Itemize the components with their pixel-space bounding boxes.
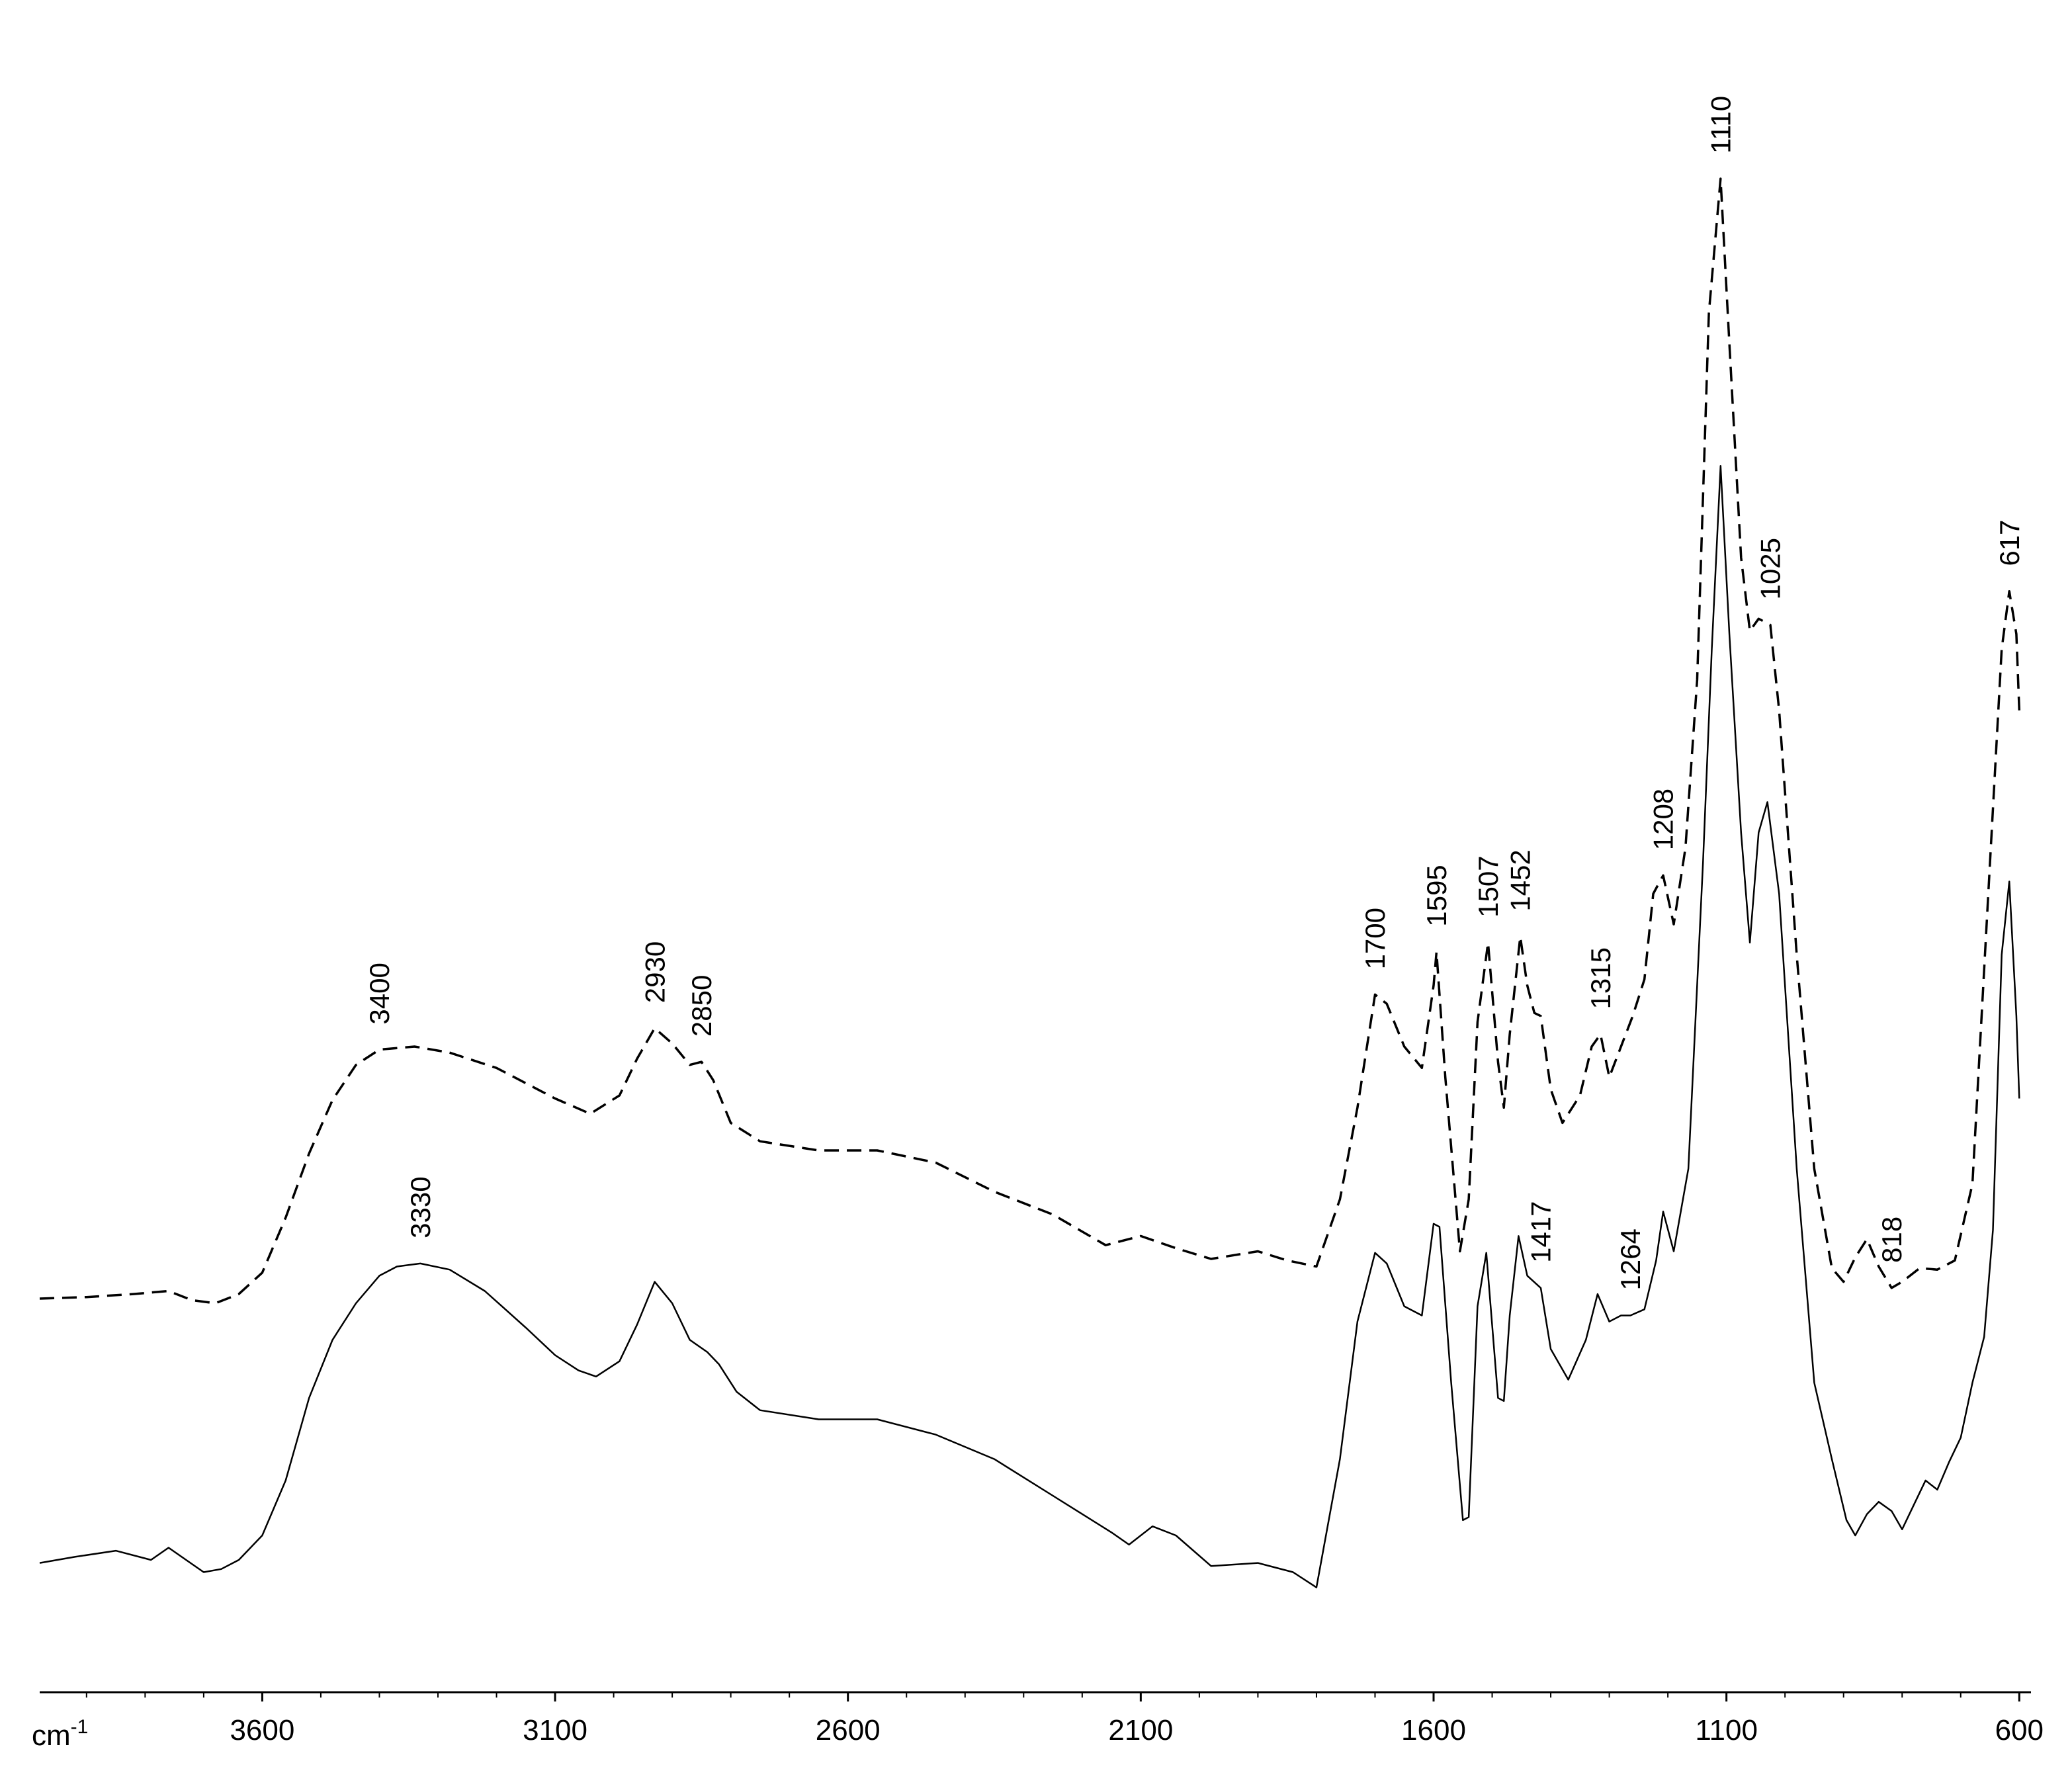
peak-label: 1110 — [1705, 96, 1737, 153]
x-axis-unit-base: cm — [32, 1719, 71, 1752]
peak-label: 1700 — [1360, 908, 1391, 969]
peak-label: 3400 — [364, 963, 395, 1024]
peak-label: 1507 — [1473, 855, 1504, 917]
x-tick-label: 2100 — [1108, 1714, 1173, 1746]
peak-label: 3330 — [405, 1176, 436, 1238]
x-axis-unit-label: cm-1 — [32, 1716, 88, 1752]
peak-label: 2930 — [639, 941, 670, 1003]
peak-annotations: 3400 2930 2850 3330 1700 1595 1507 1452 1417 1315… — [364, 96, 2025, 1291]
series-layer — [39, 177, 2021, 1588]
x-tick-label: 3100 — [523, 1714, 587, 1746]
peak-label: 1315 — [1585, 947, 1616, 1009]
peak-label: 1208 — [1648, 789, 1679, 850]
peak-label: 1025 — [1755, 538, 1786, 599]
x-tick-label: 1600 — [1401, 1714, 1466, 1746]
x-tick-label: 3600 — [230, 1714, 294, 1746]
peak-label: 1595 — [1421, 865, 1452, 926]
x-tick-label: 1100 — [1695, 1714, 1758, 1746]
x-tick-label: 2600 — [816, 1714, 881, 1746]
x-axis-unit-exponent: -1 — [71, 1716, 89, 1738]
x-axis-ticks: 3600 3100 2600 2100 1600 1100 600 — [85, 1692, 2044, 1746]
spectrum-dashed-line — [39, 177, 2021, 1305]
peak-label: 1452 — [1505, 849, 1536, 911]
peak-label: 1264 — [1615, 1228, 1646, 1290]
peak-label: 818 — [1876, 1217, 1907, 1263]
peak-label: 2850 — [686, 975, 717, 1037]
spectrum-solid-line — [39, 465, 2020, 1588]
x-tick-label: 600 — [1995, 1714, 2044, 1746]
peak-label: 617 — [1994, 520, 2025, 566]
peak-label: 1417 — [1526, 1201, 1557, 1262]
